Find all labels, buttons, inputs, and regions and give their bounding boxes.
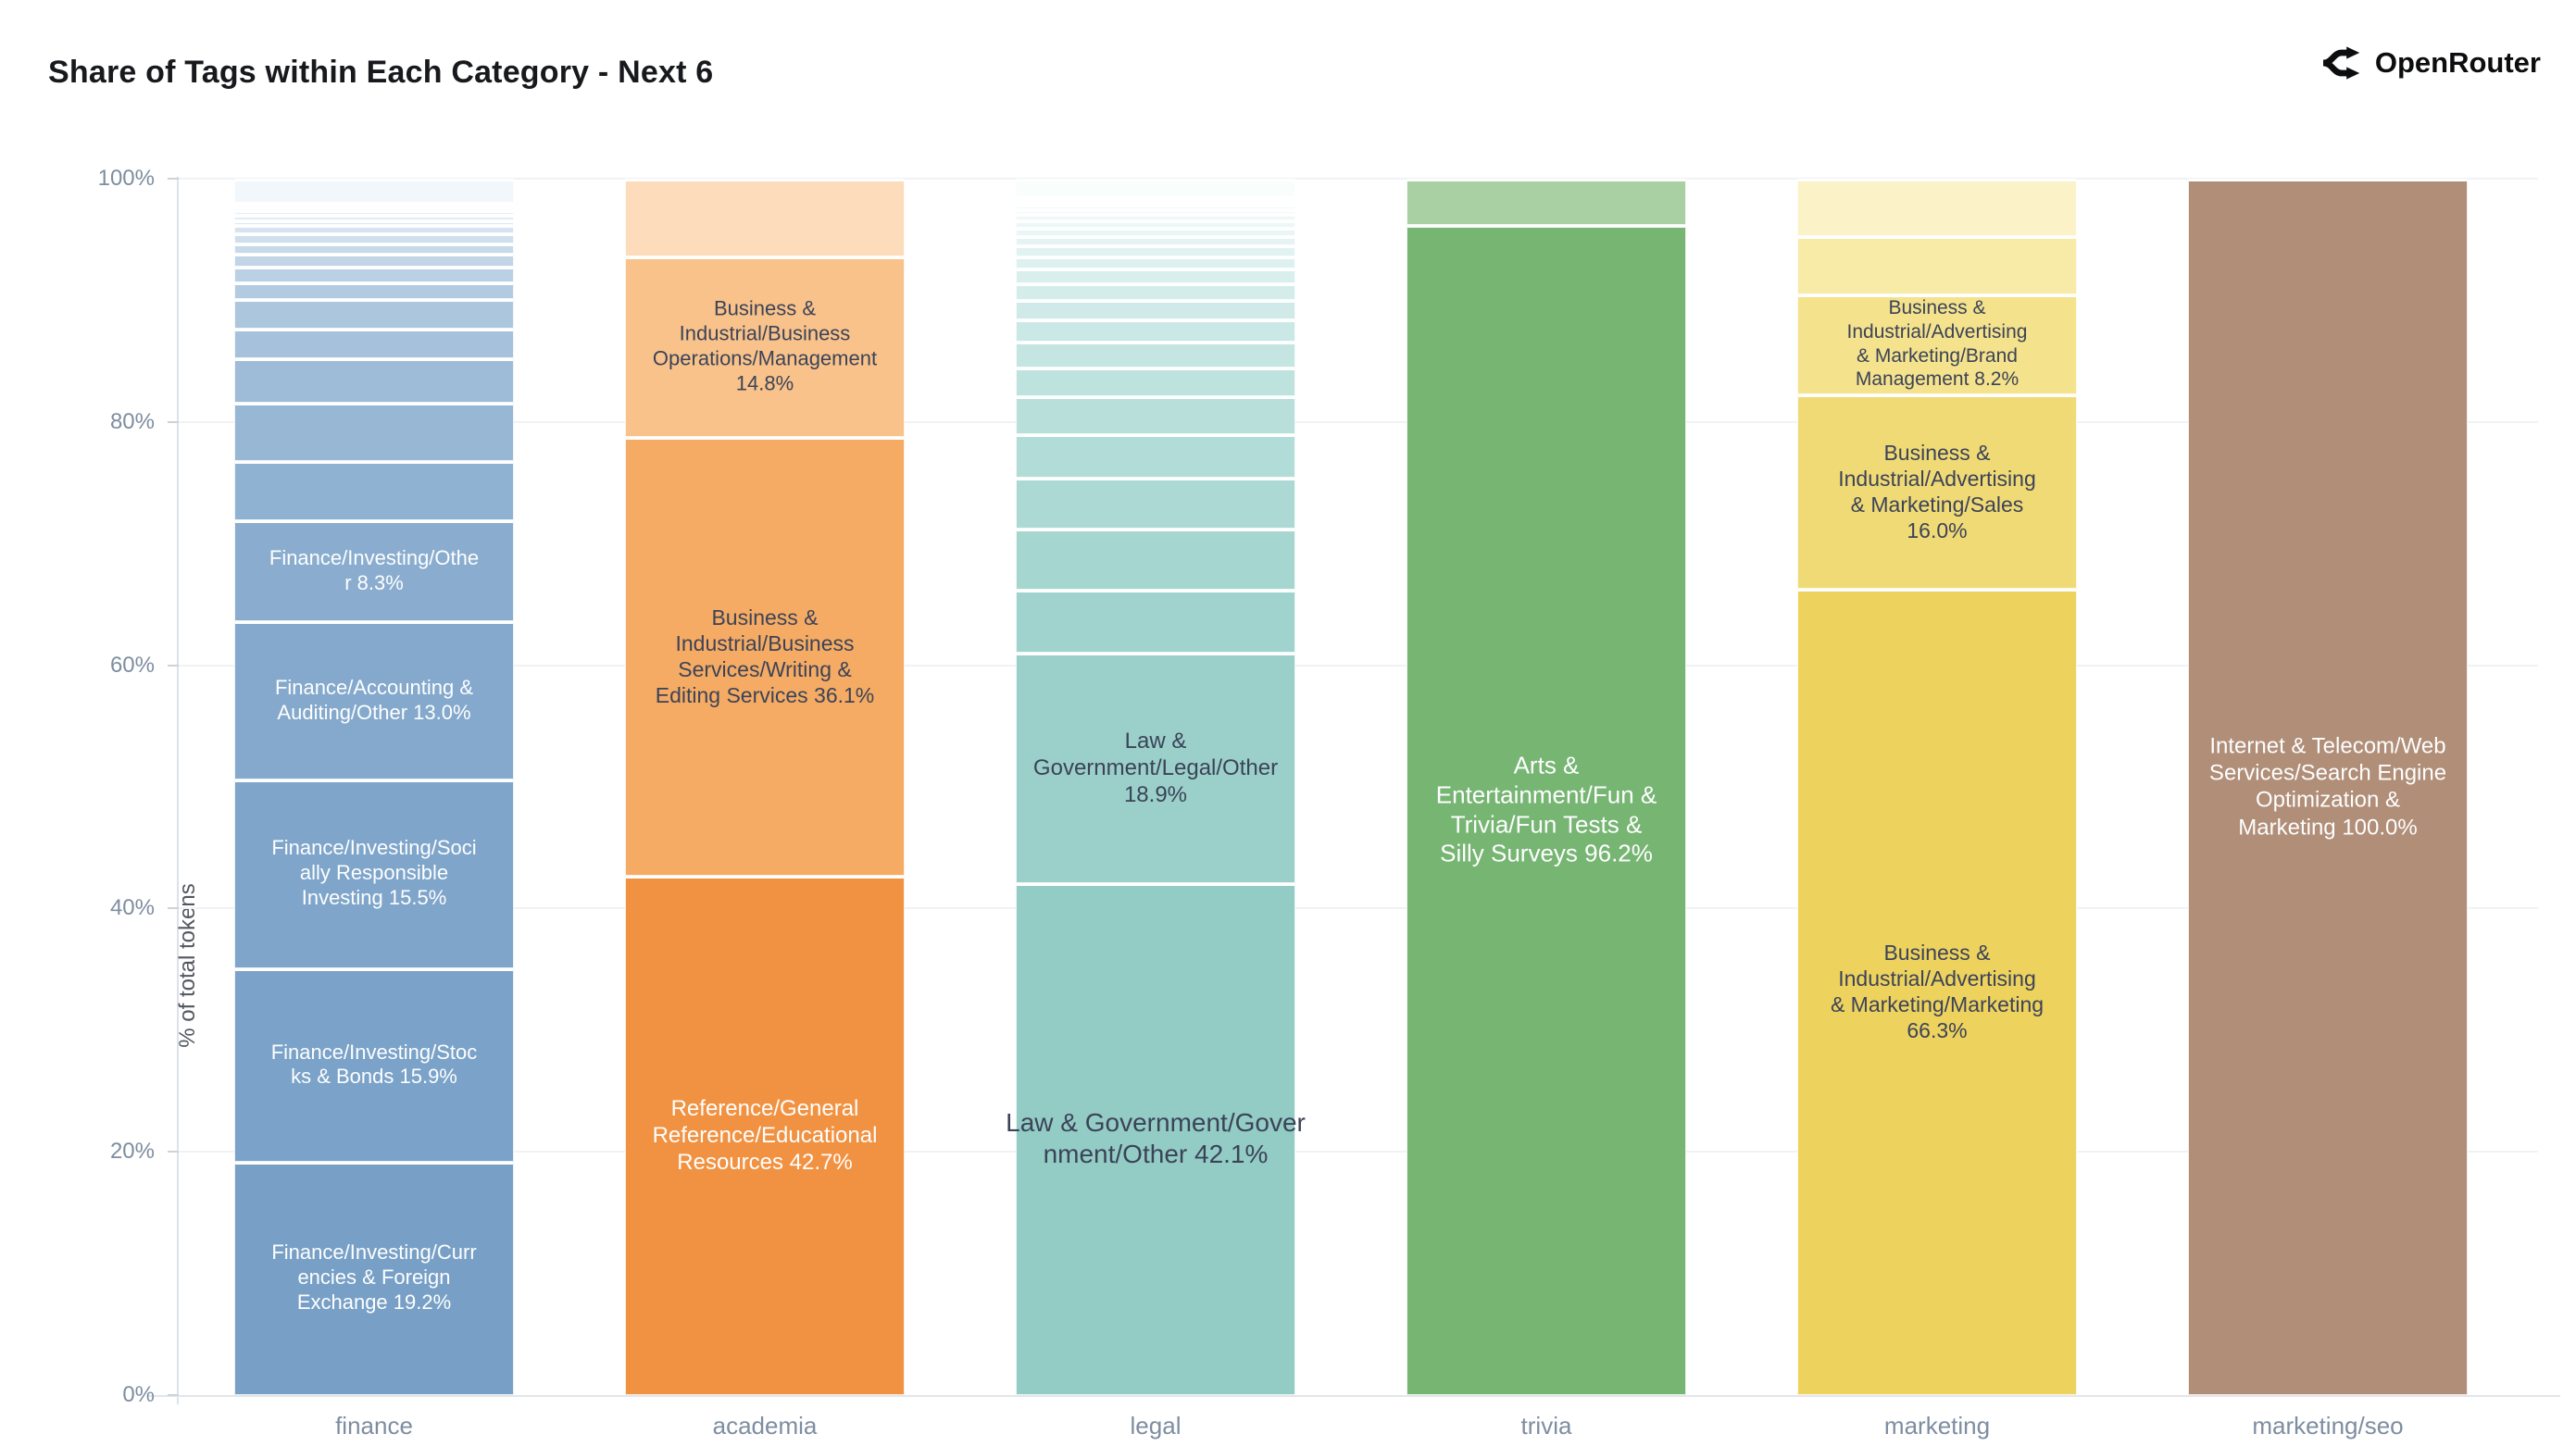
y-tick-label-20: 20%: [109, 1139, 155, 1165]
y-tickmark-100: [168, 178, 179, 180]
segment-academia-0[interactable]: [625, 875, 905, 1395]
y-tick-label-40: 40%: [109, 895, 155, 921]
segment-marketing-2[interactable]: [1797, 293, 2077, 394]
segment-finance-1[interactable]: [234, 967, 514, 1162]
segment-legal-6[interactable]: [1016, 396, 1295, 434]
segment-legal-22[interactable]: [1016, 196, 1295, 201]
y-tick-label-80: 80%: [109, 408, 155, 434]
segment-legal-8[interactable]: [1016, 342, 1295, 368]
segment-finance-20[interactable]: [234, 203, 514, 207]
segment-finance-17[interactable]: [234, 215, 514, 220]
segment-marketing-3[interactable]: [1797, 235, 2077, 294]
x-tick-label-academia: academia: [712, 1412, 818, 1440]
segment-legal-10[interactable]: [1016, 300, 1295, 320]
segment-legal-23[interactable]: [1016, 179, 1295, 197]
segment-finance-11[interactable]: [234, 266, 514, 282]
segment-finance-0[interactable]: [234, 1161, 514, 1395]
gridline-100: [179, 178, 2538, 180]
segment-academia-3[interactable]: [625, 179, 905, 257]
bar-legal: Law & Government/Gover nment/Other 42.1%…: [1006, 179, 1306, 1395]
y-tickmark-60: [168, 664, 179, 667]
segment-legal-11[interactable]: [1016, 283, 1295, 301]
x-axis-line: [148, 1395, 2560, 1397]
segment-finance-18[interactable]: [234, 210, 514, 216]
segment-finance-19[interactable]: [234, 206, 514, 211]
segment-finance-3[interactable]: [234, 621, 514, 780]
segment-finance-14[interactable]: [234, 233, 514, 243]
segment-legal-20[interactable]: [1016, 204, 1295, 209]
segment-legal-21[interactable]: [1016, 200, 1295, 205]
y-axis-line: [177, 177, 179, 1404]
x-tick-label-finance: finance: [335, 1412, 413, 1440]
segment-finance-5[interactable]: [234, 460, 514, 521]
segment-legal-0[interactable]: [1016, 882, 1295, 1395]
y-tickmark-0: [168, 1394, 179, 1396]
segment-finance-12[interactable]: [234, 254, 514, 267]
x-tick-label-marketing: marketing: [1883, 1412, 1991, 1440]
y-tick-label-60: 60%: [109, 652, 155, 678]
segment-finance-16[interactable]: [234, 219, 514, 225]
plot-area: % of total tokens 0% 20% 40% 60% 80% 100% Fina…: [98, 166, 2560, 1440]
gridline-80: [179, 420, 2538, 423]
segment-finance-9[interactable]: [234, 299, 514, 329]
segment-finance-10[interactable]: [234, 281, 514, 300]
segment-academia-2[interactable]: [625, 256, 905, 437]
segment-finance-2[interactable]: [234, 779, 514, 968]
brand-name: OpenRouter: [2374, 46, 2541, 79]
segment-legal-16[interactable]: [1016, 227, 1295, 236]
segment-legal-9[interactable]: [1016, 319, 1295, 343]
segment-trivia-1[interactable]: [1407, 179, 1686, 225]
bar-trivia: Arts & Entertainment/Fun & Trivia/Fun Te…: [1407, 179, 1686, 1395]
segment-legal-17[interactable]: [1016, 219, 1295, 228]
bar-marketing-seo: Internet & Telecom/Web Services/Search E…: [2188, 179, 2468, 1395]
segment-legal-5[interactable]: [1016, 433, 1295, 479]
segment-finance-7[interactable]: [234, 358, 514, 403]
segment-finance-21[interactable]: [234, 179, 514, 204]
segment-finance-13[interactable]: [234, 243, 514, 255]
segment-legal-19[interactable]: [1016, 208, 1295, 215]
page-title: Share of Tags within Each Category - Nex…: [48, 54, 714, 90]
bar-finance: Finance/Investing/Curr encies & Foreign …: [234, 179, 514, 1395]
segment-legal-4[interactable]: [1016, 478, 1295, 530]
segment-academia-1[interactable]: [625, 436, 905, 876]
segment-marketing-1[interactable]: [1797, 393, 2077, 589]
segment-legal-18[interactable]: [1016, 214, 1295, 220]
bar-academia: Reference/General Reference/Educational …: [625, 179, 905, 1395]
gridline-60: [179, 664, 2538, 667]
segment-finance-4[interactable]: [234, 520, 514, 622]
segment-legal-15[interactable]: [1016, 235, 1295, 246]
y-tick-label-0: 0%: [122, 1382, 155, 1407]
x-tick-label-legal: legal: [1130, 1412, 1182, 1440]
x-tick-label-trivia: trivia: [1520, 1412, 1572, 1440]
gridline-40: [179, 907, 2538, 910]
segment-legal-2[interactable]: [1016, 590, 1295, 654]
segment-legal-1[interactable]: [1016, 653, 1295, 883]
segment-finance-15[interactable]: [234, 224, 514, 234]
gridline-20: [179, 1151, 2538, 1153]
segment-trivia-0[interactable]: [1407, 224, 1686, 1395]
y-tickmark-80: [168, 420, 179, 423]
segment-finance-6[interactable]: [234, 402, 514, 461]
x-tick-label-marketing-seo: marketing/seo: [2252, 1412, 2404, 1440]
segment-finance-8[interactable]: [234, 328, 514, 359]
openrouter-logo: OpenRouter: [2318, 41, 2541, 85]
segment-legal-12[interactable]: [1016, 268, 1295, 284]
bar-marketing: Business & Industrial/Advertising & Mark…: [1797, 179, 2077, 1395]
segment-marketing-0[interactable]: [1797, 588, 2077, 1395]
segment-marketing-4[interactable]: [1797, 179, 2077, 236]
segment-legal-7[interactable]: [1016, 367, 1295, 397]
y-tickmark-40: [168, 907, 179, 910]
segment-legal-13[interactable]: [1016, 256, 1295, 269]
segment-legal-14[interactable]: [1016, 245, 1295, 257]
segment-marketing-seo-0[interactable]: [2188, 179, 2468, 1395]
y-tickmark-20: [168, 1151, 179, 1153]
segment-legal-3[interactable]: [1016, 529, 1295, 591]
y-tick-label-100: 100%: [97, 166, 155, 191]
openrouter-icon: [2318, 41, 2362, 85]
